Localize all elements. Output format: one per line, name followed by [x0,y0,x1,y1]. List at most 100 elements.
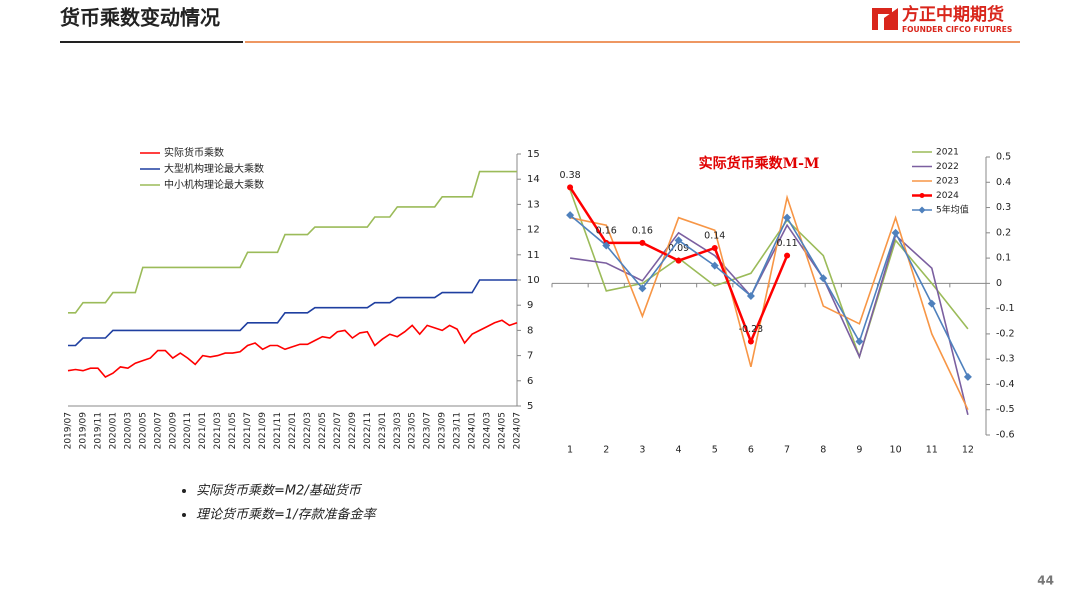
x-tick-label: 2019/07 [64,412,74,449]
y-tick-label: 0 [996,278,1002,289]
page-number: 44 [1037,574,1054,588]
y-tick-label: 10 [527,275,540,286]
x-tick-label: 2021/09 [258,412,268,450]
legend-marker [918,206,926,214]
y-tick-label: 7 [527,351,533,362]
x-tick-label: 6 [748,445,754,456]
x-tick-label: 2019/11 [93,412,103,449]
data-label: 0.09 [668,243,689,254]
x-tick-label: 2021/01 [198,412,208,449]
x-tick-label: 2020/09 [168,412,178,450]
logo-text: 方正中期期货 [902,4,1004,25]
y-tick-label: 12 [527,225,540,236]
note: 实际货币乘数=M2/基础货币 [196,483,363,499]
bullet [182,513,186,517]
x-tick-label: 2023/05 [408,412,418,449]
legend-marker [919,193,925,198]
x-tick-label: 12 [962,445,974,456]
point [566,211,575,220]
x-tick-label: 2022/07 [333,412,343,449]
x-tick-label: 2023/03 [393,412,403,449]
legend-label: 2022 [936,162,959,172]
y-tick-label: -0.3 [996,354,1015,365]
x-tick-label: 2021/03 [213,412,223,449]
legend-label: 5年均值 [936,204,969,216]
x-tick-label: 11 [926,445,938,456]
point [710,261,719,270]
point [927,299,936,308]
y-tick-label: 11 [527,250,540,261]
x-tick-label: 2020/07 [153,412,163,449]
data-label: 0.16 [632,225,653,236]
x-tick-label: 2019/09 [78,412,88,450]
x-tick-label: 2024/07 [513,412,523,449]
point [855,337,864,346]
x-tick-label: 9 [856,445,862,456]
x-tick-label: 2021/07 [243,412,253,449]
x-tick-label: 3 [639,445,645,456]
x-tick-label: 2024/01 [468,412,478,449]
series-line [569,223,969,415]
y-tick-label: 9 [527,300,533,311]
data-label: 0.16 [596,225,617,236]
data-label: 0.14 [704,230,725,241]
y-tick-label: -0.4 [996,379,1015,390]
point [674,236,683,245]
x-tick-label: 2023/01 [378,412,388,449]
x-tick-label: 10 [890,445,902,456]
y-tick-label: 6 [527,376,533,387]
x-tick-label: 2022/11 [363,412,373,449]
series-line [569,194,969,411]
data-label: -0.23 [739,324,764,335]
series-line [67,319,518,378]
y-tick-label: 0.5 [996,152,1011,163]
x-tick-label: 2022/03 [303,412,313,449]
x-tick-label: 2022/05 [318,412,328,449]
x-tick-label: 2023/09 [438,412,448,450]
data-label: 0.11 [777,238,798,249]
point [602,241,611,250]
x-tick-label: 2024/05 [498,412,508,449]
x-tick-label: 2 [603,445,609,456]
legend-label: 2021 [936,148,959,158]
legend-label: 实际货币乘数 [164,146,224,159]
x-tick-label: 7 [784,445,790,456]
y-tick-label: 0.3 [996,202,1011,213]
series-line [68,279,517,347]
data-label: 0.38 [560,170,581,181]
logo-icon [872,8,898,30]
point [783,213,792,222]
y-tick-label: 14 [527,174,540,185]
x-tick-label: 2024/03 [483,412,493,449]
legend-label: 大型机构理论最大乘数 [164,162,264,175]
point [819,274,828,283]
series-line [569,189,969,360]
y-tick-label: 0.2 [996,227,1011,238]
point [891,228,900,237]
y-tick-label: -0.5 [996,404,1015,415]
y-tick-label: -0.1 [996,303,1015,314]
x-tick-label: 2023/11 [453,412,463,449]
logo-subtext: FOUNDER CIFCO FUTURES [902,25,1012,34]
legend-label: 2023 [936,177,959,187]
series-line [569,214,969,378]
y-tick-label: 13 [527,199,540,210]
x-tick-label: 2020/05 [138,412,148,449]
note: 理论货币乘数=1/存款准备金率 [196,507,378,523]
y-tick-label: 5 [527,401,533,412]
y-tick-label: -0.2 [996,328,1015,339]
point [784,252,791,259]
bullet [182,489,186,493]
point [746,292,755,300]
y-tick-label: 0.1 [996,253,1011,264]
x-tick-label: 2020/03 [123,412,133,449]
x-tick-label: 4 [676,445,682,456]
x-tick-label: 2020/01 [108,412,118,449]
y-tick-label: 15 [527,149,540,160]
x-tick-label: 2022/09 [348,412,358,450]
x-tick-label: 2021/05 [228,412,238,449]
legend-label: 2024 [936,191,959,201]
y-tick-label: -0.6 [996,430,1015,441]
slide-title: 货币乘数变动情况 [60,6,220,30]
